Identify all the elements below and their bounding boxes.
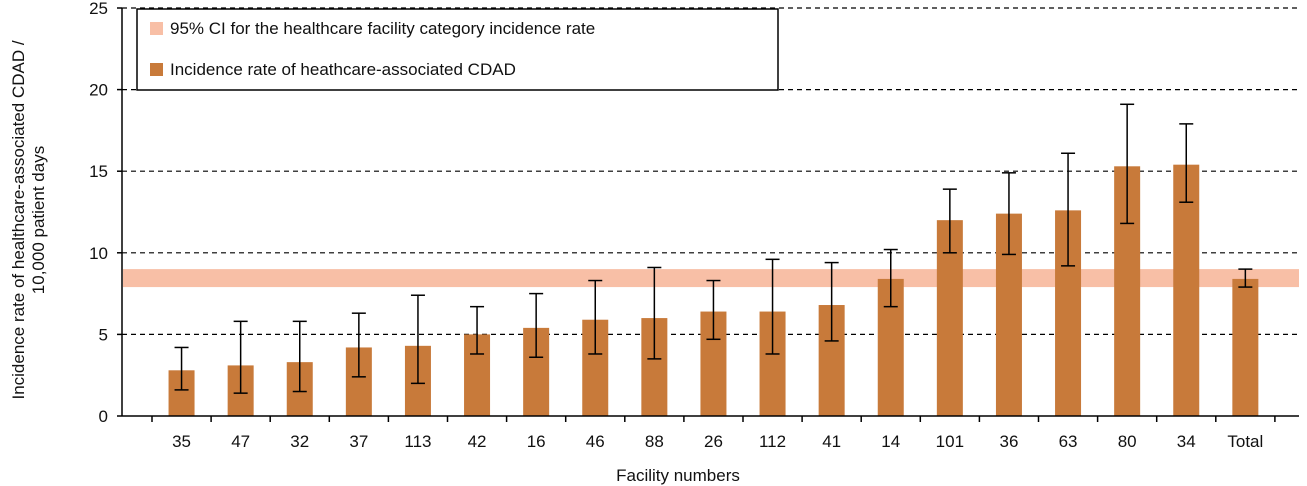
y-tick-label-10: 10 [89, 244, 108, 263]
x-tick-label-41: 41 [822, 432, 841, 451]
x-tick-label-47: 47 [231, 432, 250, 451]
x-tick-label-35: 35 [172, 432, 191, 451]
error-bar-34 [1179, 123, 1194, 203]
axes [117, 7, 1299, 422]
y-tick-label-15: 15 [89, 162, 108, 181]
bar-34 [1173, 164, 1200, 416]
legend-label-ci: 95% CI for the healthcare facility categ… [170, 19, 595, 38]
x-tick-label-46: 46 [586, 432, 605, 451]
legend-swatch-ci [150, 22, 163, 35]
error-bar-26 [706, 279, 721, 341]
x-tick-label-112: 112 [759, 432, 786, 451]
error-bar-16 [529, 292, 544, 358]
x-tick-label-16: 16 [527, 432, 546, 451]
bar-Total [1232, 278, 1259, 416]
y-tick-label-5: 5 [99, 325, 108, 344]
y-tick-label-25: 25 [89, 0, 108, 18]
legend-label-incidence: Incidence rate of heathcare-associated C… [170, 60, 516, 79]
x-tick-labels: 35 47 32 37 113 42 16 46 88 26 112 41 14 101 36 63 80 34 T… [172, 432, 1263, 451]
legend-swatch-incidence [150, 63, 163, 76]
error-bar-101 [942, 188, 957, 254]
x-tick-label-26: 26 [704, 432, 723, 451]
error-bar-35 [174, 346, 189, 391]
y-axis-title: Incidence rate of healthcare-associated … [9, 40, 48, 399]
error-bar-88 [647, 266, 662, 360]
x-tick-label-36: 36 [999, 432, 1018, 451]
legend-box [136, 8, 779, 91]
y-axis-title-line-2: 10,000 patient days [29, 146, 48, 294]
error-bar-Total [1238, 268, 1253, 288]
error-bars [174, 103, 1253, 394]
error-bar-63 [1061, 152, 1076, 267]
x-tick-label-63: 63 [1059, 432, 1078, 451]
error-bar-113 [410, 294, 425, 385]
error-bar-112 [765, 258, 780, 355]
error-bar-32 [292, 320, 307, 393]
x-axis-title: Facility numbers [616, 466, 740, 485]
error-bar-36 [1001, 172, 1016, 256]
x-tick-label-101: 101 [936, 432, 964, 451]
x-tick-label-32: 32 [290, 432, 309, 451]
x-tick-label-42: 42 [468, 432, 487, 451]
x-tick-label-34: 34 [1177, 432, 1196, 451]
error-bar-42 [470, 305, 485, 355]
y-tick-label-0: 0 [99, 407, 108, 426]
error-bar-47 [233, 320, 248, 394]
x-tick-label-14: 14 [881, 432, 900, 451]
error-bar-37 [351, 312, 366, 378]
x-tick-label-113: 113 [404, 432, 431, 451]
error-bar-80 [1120, 103, 1135, 225]
x-tick-label-88: 88 [645, 432, 664, 451]
legend: 95% CI for the healthcare facility categ… [136, 8, 779, 91]
y-tick-label-20: 20 [89, 81, 108, 100]
y-tick-labels: 0 5 10 15 20 25 [89, 0, 108, 426]
y-axis-title-line-1: Incidence rate of healthcare-associated … [9, 40, 28, 399]
error-bar-46 [588, 279, 603, 355]
error-bar-14 [883, 248, 898, 308]
error-bar-41 [824, 261, 839, 342]
bars [168, 164, 1259, 416]
x-tick-label-80: 80 [1118, 432, 1137, 451]
x-tick-label-Total: Total [1227, 432, 1263, 451]
x-tick-label-37: 37 [349, 432, 368, 451]
